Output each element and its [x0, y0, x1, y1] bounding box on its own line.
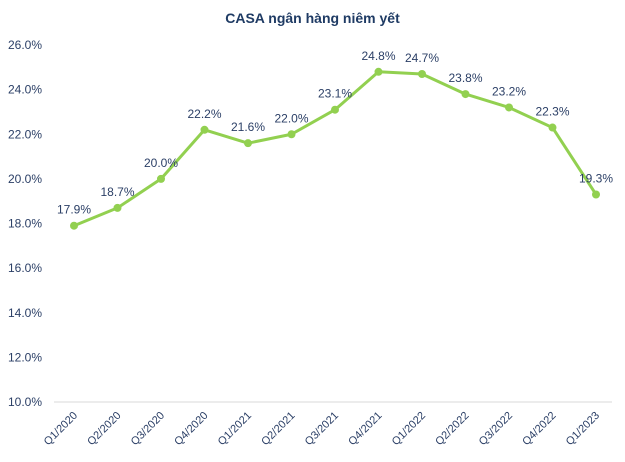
x-tick-label: Q2/2021 — [259, 410, 297, 448]
data-label: 21.6% — [231, 120, 265, 134]
chart-title: CASA ngân hàng niêm yết — [225, 10, 400, 26]
data-label: 17.9% — [57, 203, 91, 217]
y-tick-label: 18.0% — [8, 217, 42, 231]
y-tick-label: 14.0% — [8, 306, 42, 320]
x-tick-label: Q4/2020 — [172, 410, 210, 448]
data-label: 20.0% — [144, 156, 178, 170]
data-point — [418, 70, 426, 79]
data-label: 22.3% — [535, 105, 569, 119]
y-tick-label: 16.0% — [8, 261, 42, 275]
data-point — [461, 90, 470, 99]
data-point — [113, 203, 122, 212]
data-point — [157, 174, 165, 183]
x-tick-label: Q3/2021 — [303, 410, 341, 448]
y-tick-label: 22.0% — [8, 127, 42, 141]
data-label: 19.3% — [579, 171, 613, 185]
data-point — [244, 139, 252, 148]
data-point — [331, 105, 339, 114]
data-point — [548, 123, 557, 132]
data-label: 22.2% — [187, 107, 221, 121]
data-point — [287, 130, 296, 139]
data-point — [592, 190, 600, 199]
data-label: 23.8% — [448, 71, 482, 85]
y-tick-label: 20.0% — [8, 172, 42, 186]
data-point — [70, 221, 78, 230]
x-tick-label: Q1/2021 — [216, 410, 254, 448]
x-tick-label: Q1/2022 — [390, 410, 428, 448]
data-label: 23.2% — [492, 84, 526, 98]
x-tick-label: Q4/2022 — [520, 410, 558, 448]
x-tick-label: Q1/2023 — [564, 410, 602, 448]
x-tick-label: Q3/2020 — [129, 410, 167, 448]
data-point — [505, 103, 513, 112]
x-tick-label: Q3/2022 — [477, 410, 515, 448]
y-tick-label: 26.0% — [8, 38, 42, 52]
data-point — [374, 67, 383, 76]
x-tick-label: Q4/2021 — [346, 410, 384, 448]
data-label: 24.8% — [361, 49, 395, 63]
x-tick-label: Q2/2022 — [433, 410, 471, 448]
y-tick-label: 24.0% — [8, 83, 42, 97]
x-tick-label: Q2/2020 — [85, 410, 123, 448]
y-tick-label: 10.0% — [8, 395, 42, 409]
x-tick-label: Q1/2020 — [42, 410, 80, 448]
data-label: 24.7% — [405, 51, 439, 65]
data-point — [200, 125, 209, 134]
y-tick-label: 12.0% — [8, 350, 42, 364]
data-label: 22.0% — [274, 111, 308, 125]
data-label: 23.1% — [318, 87, 352, 101]
data-label: 18.7% — [100, 185, 134, 199]
